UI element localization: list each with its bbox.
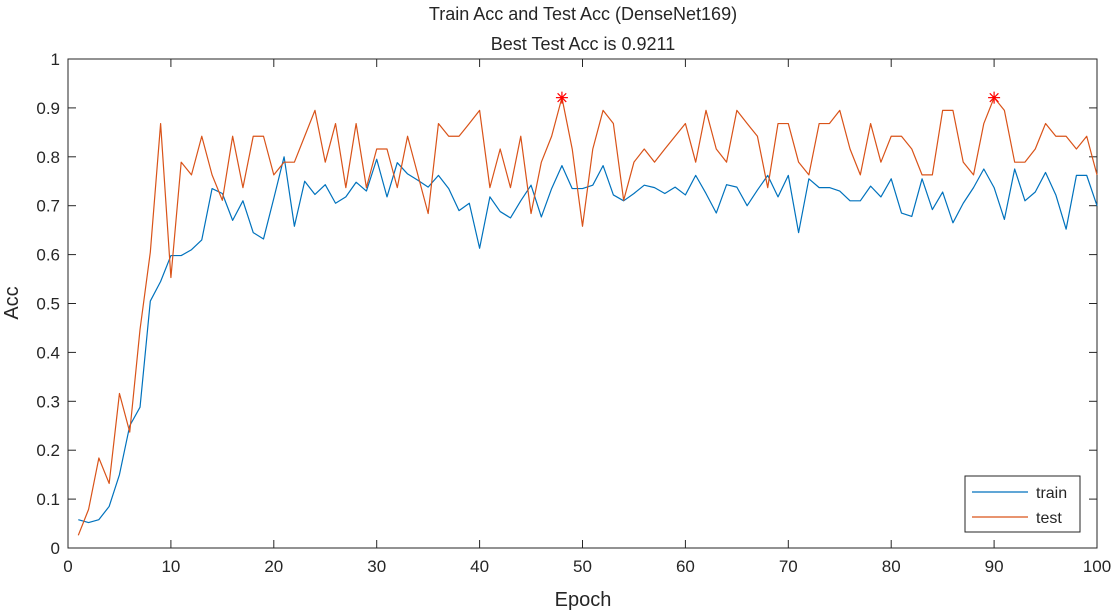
legend: train test (964, 475, 1081, 533)
best-test-acc-marker (988, 91, 1001, 104)
x-tick-label: 40 (470, 557, 489, 576)
chart-subtitle: Best Test Acc is 0.9211 (491, 34, 675, 54)
y-tick-label: 0.7 (36, 197, 60, 216)
legend-label-train: train (1036, 485, 1067, 502)
x-tick-label: 90 (985, 557, 1004, 576)
y-axis-label: Acc (1, 286, 23, 319)
x-axis-label: Epoch (555, 589, 612, 611)
x-axis: 0 10 20 30 40 50 60 70 80 90 100 (63, 59, 1111, 576)
plot-area (67, 58, 1098, 549)
best-test-acc-marker (555, 91, 568, 104)
y-tick-label: 0.8 (36, 148, 60, 167)
legend-box (964, 475, 1081, 533)
x-tick-label: 60 (676, 557, 695, 576)
plot-frame (67, 58, 1098, 549)
x-tick-label: 50 (573, 557, 592, 576)
y-tick-label: 0 (51, 539, 60, 558)
x-tick-label: 70 (779, 557, 798, 576)
x-tick-label: 0 (63, 557, 72, 576)
y-tick-label: 0.6 (36, 246, 60, 265)
marker-layer (555, 91, 1001, 104)
y-tick-label: 0.2 (36, 441, 60, 460)
y-tick-label: 0.4 (36, 343, 60, 362)
x-tick-label: 20 (264, 557, 283, 576)
y-tick-label: 0.3 (36, 392, 60, 411)
series-layer (77, 97, 1098, 536)
y-tick-label: 1 (51, 50, 60, 69)
y-tick-label: 0.1 (36, 490, 60, 509)
x-tick-label: 30 (367, 557, 386, 576)
series-line-test (77, 97, 1098, 536)
legend-label-test: test (1036, 510, 1062, 527)
x-tick-label: 100 (1083, 557, 1111, 576)
chart-title: Train Acc and Test Acc (DenseNet169) (429, 4, 737, 24)
y-tick-label: 0.9 (36, 99, 60, 118)
y-tick-label: 0.5 (36, 295, 60, 314)
x-tick-label: 80 (882, 557, 901, 576)
x-tick-label: 10 (161, 557, 180, 576)
y-axis: 0 0.1 0.2 0.3 0.4 0.5 0.6 0.7 0.8 0.9 1 (36, 50, 1097, 558)
